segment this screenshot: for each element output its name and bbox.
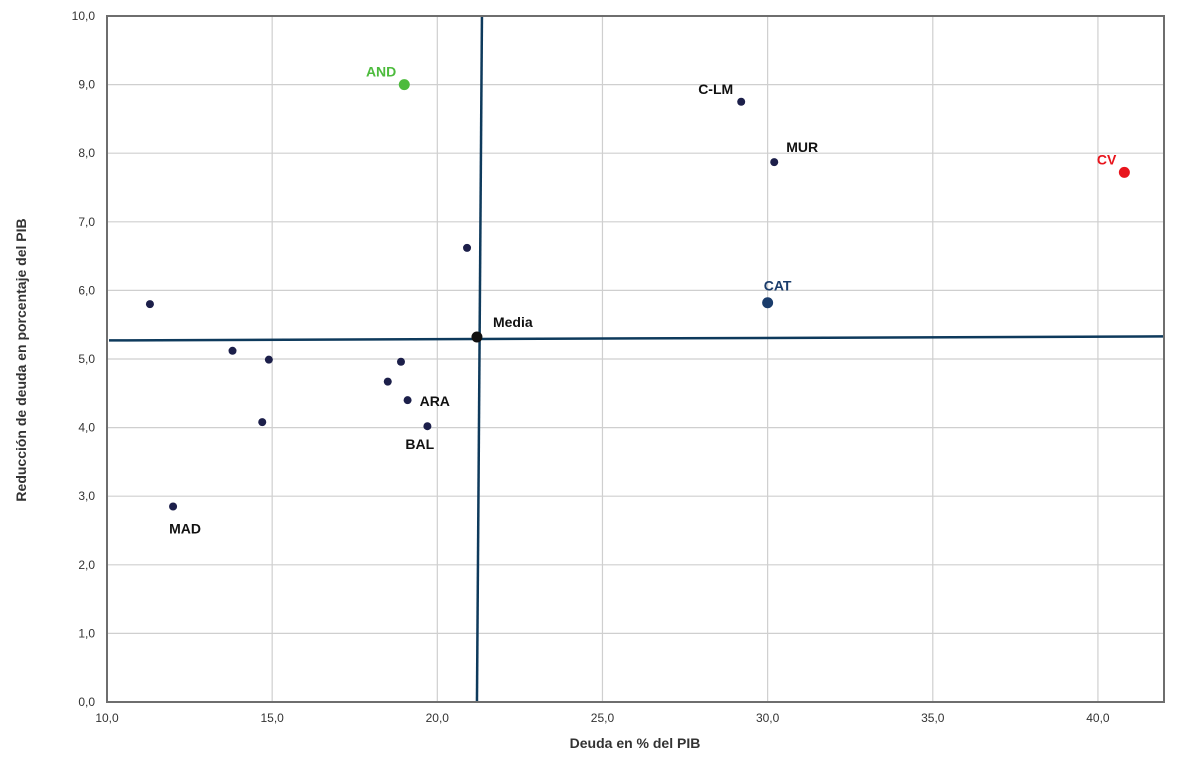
y-tick-label: 1,0	[78, 626, 95, 640]
label-bal: BAL	[405, 436, 434, 452]
y-axis-title: Reducción de deuda en porcentaje del PIB	[13, 218, 29, 501]
point-unlabeled	[463, 243, 472, 252]
reference-lines	[108, 15, 1165, 703]
label-c-lm: C-LM	[698, 81, 733, 97]
x-tick-label: 25,0	[591, 711, 615, 725]
x-axis-title: Deuda en % del PIB	[570, 735, 701, 751]
point-ara	[403, 396, 412, 405]
label-and: AND	[366, 64, 396, 80]
x-tick-label: 30,0	[756, 711, 780, 725]
point-mur	[770, 158, 779, 167]
label-cat: CAT	[764, 278, 792, 294]
y-axis-ticks: 0,0 1,0 2,0 3,0 4,0 5,0 6,0 7,0 8,0 9,0 10,0	[72, 9, 96, 709]
y-tick-label: 6,0	[78, 283, 95, 297]
x-axis-ticks: 10,0 15,0 20,0 25,0 30,0 35,0 40,0	[95, 711, 1110, 725]
x-tick-label: 15,0	[260, 711, 284, 725]
point-unlabeled	[396, 357, 405, 366]
x-tick-label: 10,0	[95, 711, 119, 725]
point-and	[398, 79, 410, 91]
y-tick-label: 7,0	[78, 215, 95, 229]
mean-y-reference-line	[108, 335, 1165, 342]
point-c-lm	[737, 97, 746, 106]
y-tick-label: 2,0	[78, 558, 95, 572]
point-media	[471, 331, 483, 343]
point-unlabeled	[383, 377, 392, 386]
point-labels: AND C-LM MUR CV CAT Media ARA BAL MAD	[169, 64, 1117, 537]
y-tick-label: 10,0	[72, 9, 96, 23]
data-points	[145, 79, 1130, 511]
y-tick-label: 0,0	[78, 695, 95, 709]
point-cv	[1118, 166, 1130, 178]
y-tick-label: 5,0	[78, 352, 95, 366]
label-media: Media	[493, 314, 533, 330]
point-unlabeled	[228, 346, 237, 355]
point-unlabeled	[258, 418, 267, 427]
x-tick-label: 35,0	[921, 711, 945, 725]
point-unlabeled	[145, 300, 154, 309]
label-cv: CV	[1097, 151, 1117, 167]
point-mad	[169, 502, 178, 511]
mean-x-reference-line	[475, 15, 484, 703]
y-tick-label: 9,0	[78, 78, 95, 92]
point-bal	[423, 422, 432, 431]
y-tick-label: 3,0	[78, 489, 95, 503]
label-mad: MAD	[169, 520, 201, 536]
point-cat	[762, 297, 774, 309]
y-tick-label: 8,0	[78, 146, 95, 160]
label-ara: ARA	[420, 393, 450, 409]
label-mur: MUR	[786, 139, 818, 155]
plot-frame	[106, 15, 1165, 703]
x-tick-label: 20,0	[426, 711, 450, 725]
point-unlabeled	[264, 355, 273, 364]
y-tick-label: 4,0	[78, 421, 95, 435]
x-tick-label: 40,0	[1086, 711, 1110, 725]
